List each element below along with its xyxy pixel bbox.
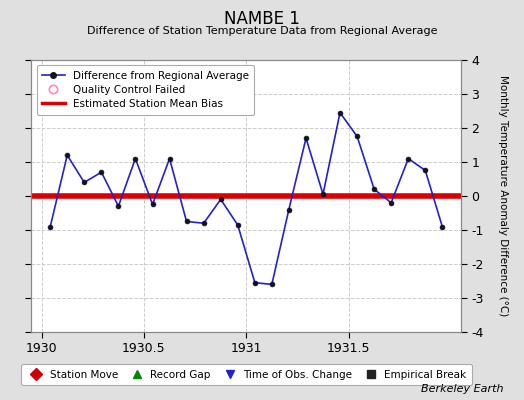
Legend: Station Move, Record Gap, Time of Obs. Change, Empirical Break: Station Move, Record Gap, Time of Obs. C… [21,364,472,385]
Text: Berkeley Earth: Berkeley Earth [421,384,503,394]
Text: Difference of Station Temperature Data from Regional Average: Difference of Station Temperature Data f… [87,26,437,36]
Y-axis label: Monthly Temperature Anomaly Difference (°C): Monthly Temperature Anomaly Difference (… [498,75,508,317]
Text: NAMBE 1: NAMBE 1 [224,10,300,28]
